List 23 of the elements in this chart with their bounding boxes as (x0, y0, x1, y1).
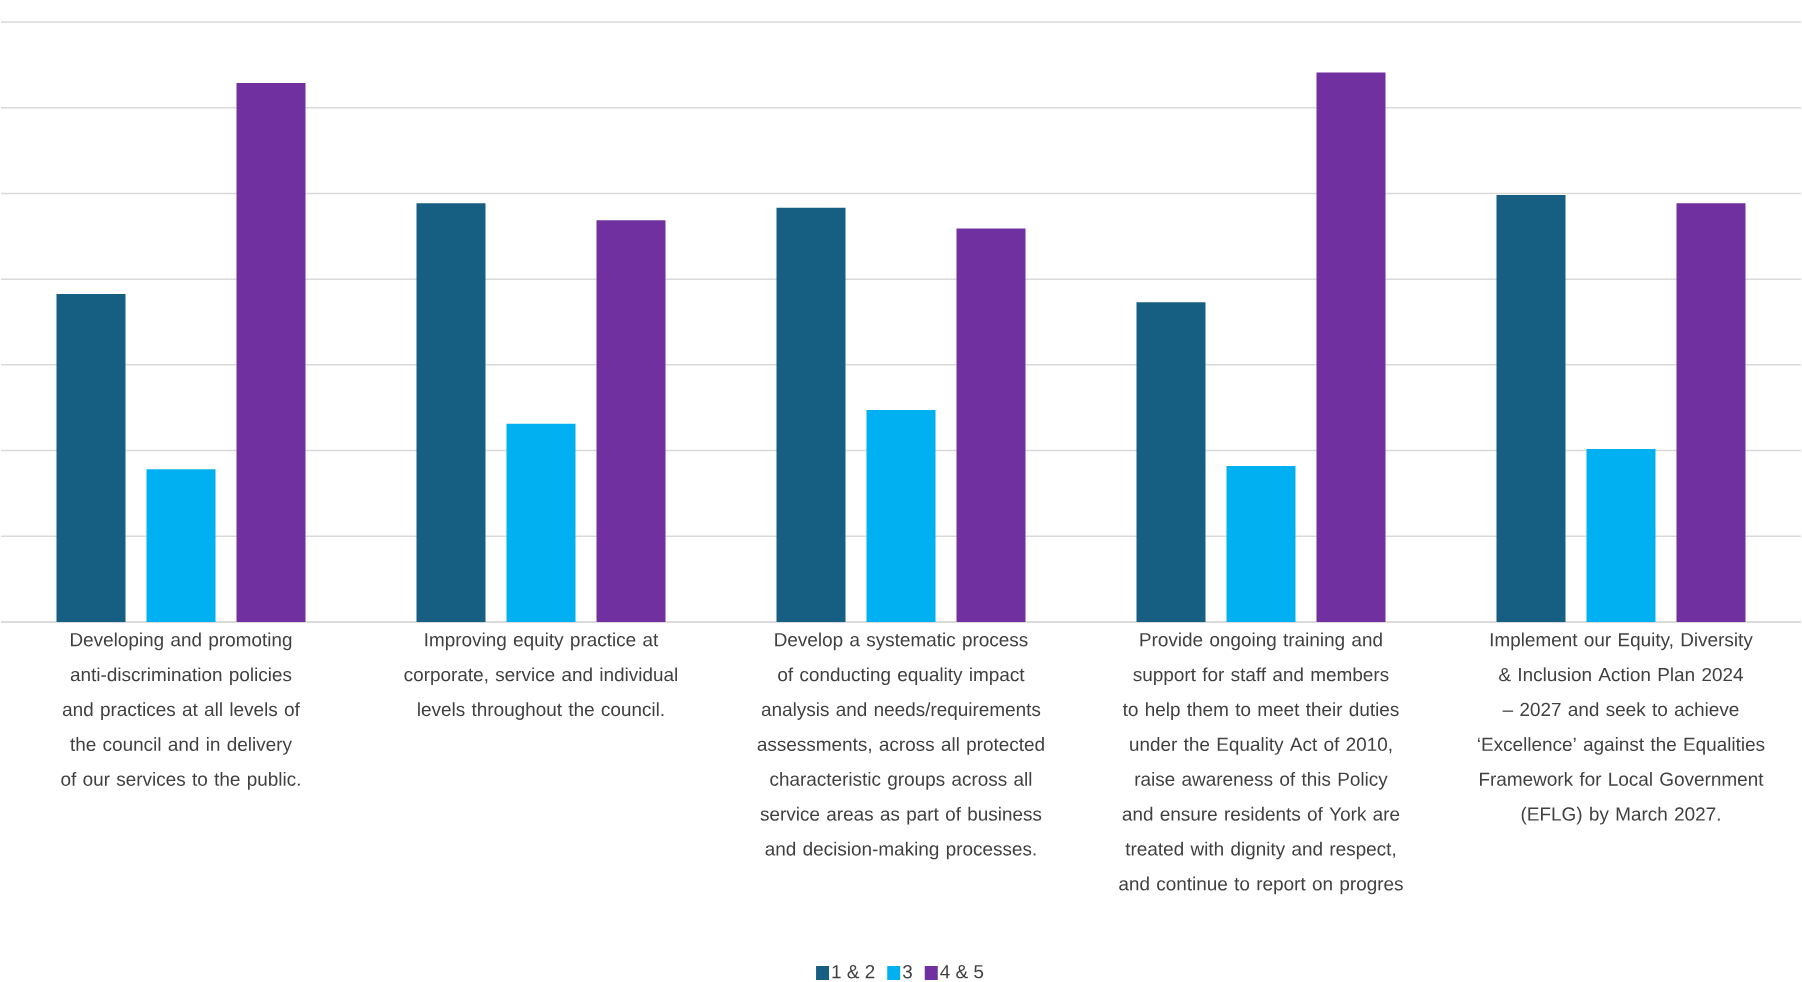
bar (1496, 195, 1566, 622)
bar (1316, 72, 1386, 622)
bar (866, 409, 936, 622)
bar (776, 207, 846, 622)
bar (1136, 302, 1206, 622)
legend-label: 3 (902, 964, 912, 979)
bar (56, 293, 126, 622)
bar (146, 469, 216, 622)
bar (1586, 448, 1656, 622)
x-tick-label: Provide ongoing training and support for staff and members to help them to meet their duties under the Equality Act of 2010, raise awareness of this Policy and ensure residents of York are treated with dignity and respect, and continue to report on progres (1119, 632, 1403, 895)
bar (236, 82, 306, 622)
legend-label: 4 & 5 (940, 965, 984, 979)
bar (416, 203, 486, 622)
bar (506, 423, 576, 622)
x-tick-label: Implement our Equity, Diversity & Inclusion Action Plan 2024 – 2027 and seek to achieve ‘Excellence’ against the Equalities Framework for Local Government (EFLG) by March 2027. (1478, 632, 1765, 825)
legend-label: 1 & 2 (832, 964, 875, 979)
x-tick-label: Developing and promoting anti-discrimination policies and practices at all levels of the council and in delivery of our services to the public. (61, 632, 300, 790)
bar (956, 228, 1026, 622)
x-tick-label: Improving equity practice at corporate, service and individual levels throughout the council. (404, 632, 677, 720)
bar (1226, 465, 1296, 622)
x-tick-label: Develop a systematic process of conducting equality impact analysis and needs/requirements assessments, across all protected characteristic groups across all service areas as part of business and decision-making processes. (757, 632, 1044, 860)
bar (1676, 203, 1746, 622)
bar (596, 220, 666, 622)
